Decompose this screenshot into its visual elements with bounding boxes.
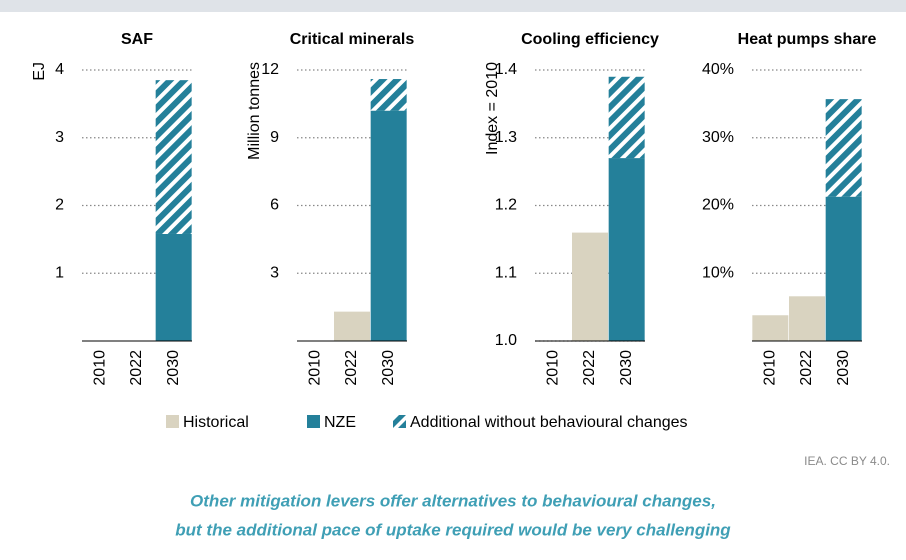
y-tick-label: 2 xyxy=(55,197,64,214)
x-tick-label: 2022 xyxy=(581,350,598,386)
legend-label: NZE xyxy=(324,414,356,431)
legend-swatch xyxy=(166,415,179,428)
y-tick-label: 20% xyxy=(702,197,734,214)
panel-title: Heat pumps share xyxy=(738,31,877,48)
y-tick-label: 3 xyxy=(55,129,64,146)
y-tick-label: 9 xyxy=(270,129,279,146)
panel-title: SAF xyxy=(121,31,153,48)
x-tick-label: 2030 xyxy=(835,350,852,386)
y-tick-label: 6 xyxy=(270,197,279,214)
x-tick-label: 2010 xyxy=(762,350,779,386)
panel-title: Cooling efficiency xyxy=(521,31,659,48)
y-axis-label: Million tonnes xyxy=(246,62,263,160)
bar xyxy=(825,99,862,197)
caption: Other mitigation levers offer alternativ… xyxy=(190,491,716,510)
y-tick-label: 30% xyxy=(702,129,734,146)
y-tick-label: 1.2 xyxy=(495,197,517,214)
bar xyxy=(572,232,608,341)
x-tick-label: 2022 xyxy=(343,350,360,386)
y-tick-label: 1.1 xyxy=(495,264,517,281)
x-tick-label: 2022 xyxy=(798,350,815,386)
bar xyxy=(155,80,192,234)
caption: but the additional pace of uptake requir… xyxy=(175,520,731,539)
legend-swatch xyxy=(307,415,320,428)
y-tick-label: 1.3 xyxy=(495,129,517,146)
x-tick-label: 2010 xyxy=(92,350,109,386)
bar xyxy=(608,76,645,159)
x-tick-label: 2010 xyxy=(307,350,324,386)
bar xyxy=(752,315,789,341)
legend-label: Additional without behavioural changes xyxy=(410,414,688,431)
bar xyxy=(334,311,370,341)
top-band xyxy=(0,0,906,12)
y-tick-label: 1 xyxy=(55,264,64,281)
y-tick-label: 1.0 xyxy=(495,332,517,349)
y-tick-label: 4 xyxy=(55,61,64,78)
y-tick-label: 3 xyxy=(270,264,279,281)
bar xyxy=(825,196,862,341)
x-tick-label: 2030 xyxy=(618,350,635,386)
y-tick-label: 40% xyxy=(702,61,734,78)
bar xyxy=(370,110,407,342)
source: IEA. CC BY 4.0. xyxy=(804,454,890,468)
legend-label: Historical xyxy=(183,414,249,431)
legend-swatch xyxy=(393,415,406,428)
bar xyxy=(370,79,407,111)
y-tick-label: 1.4 xyxy=(495,61,517,78)
y-tick-label: 12 xyxy=(261,61,279,78)
panel-title: Critical minerals xyxy=(290,31,415,48)
y-axis-label: Index = 2010 xyxy=(484,62,501,155)
y-tick-label: 10% xyxy=(702,264,734,281)
bar xyxy=(608,158,645,341)
x-tick-label: 2010 xyxy=(545,350,562,386)
x-tick-label: 2030 xyxy=(380,350,397,386)
bar xyxy=(155,233,192,341)
y-axis-label: EJ xyxy=(31,62,48,81)
bar xyxy=(789,296,825,341)
x-tick-label: 2030 xyxy=(165,350,182,386)
x-tick-label: 2022 xyxy=(128,350,145,386)
